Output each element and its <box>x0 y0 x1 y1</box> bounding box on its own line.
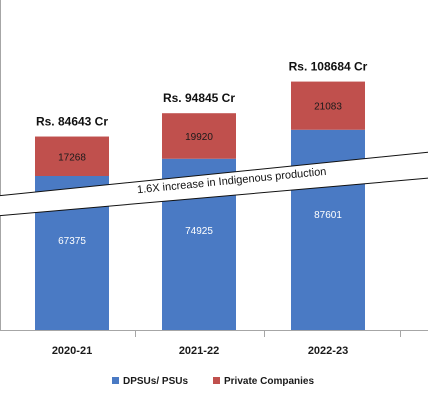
data-label-private: 17268 <box>58 152 86 163</box>
total-label: Rs. 94845 Cr <box>163 91 235 105</box>
legend-swatch-private <box>213 377 220 384</box>
legend-swatch-dpsu <box>112 377 119 384</box>
annotation-band <box>0 151 428 217</box>
total-label: Rs. 84643 Cr <box>36 115 108 129</box>
x-tick-label: 2022-23 <box>308 345 348 357</box>
legend-label-dpsu: DPSUs/ PSUs <box>123 376 188 387</box>
x-tick-label: 2021-22 <box>179 345 219 357</box>
data-label-dpsu: 74925 <box>185 226 213 237</box>
bar-private <box>35 136 109 176</box>
x-tick-label: 2020-21 <box>52 345 92 357</box>
data-label-dpsu: 87601 <box>314 210 342 221</box>
bar-private <box>162 113 236 159</box>
data-label-private: 21083 <box>314 102 342 113</box>
data-label-private: 19920 <box>185 132 213 143</box>
bar-private <box>291 81 365 130</box>
legend-label-private: Private Companies <box>224 376 314 387</box>
data-label-dpsu: 67375 <box>58 236 86 247</box>
total-label: Rs. 108684 Cr <box>289 60 368 74</box>
